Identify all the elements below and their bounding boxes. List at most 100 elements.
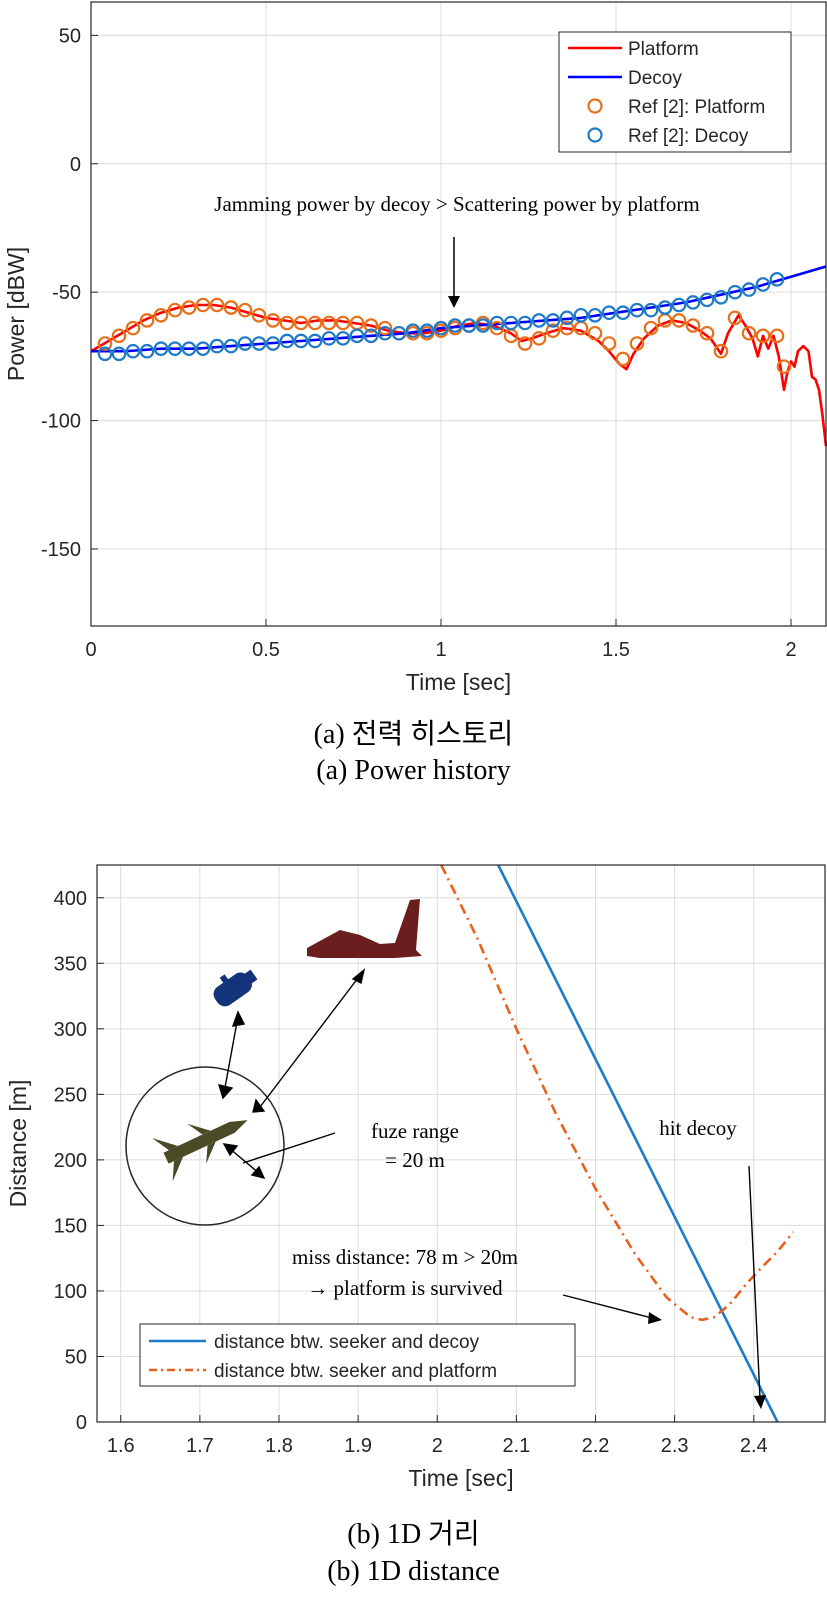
x-tick-label: 1.9 bbox=[344, 1435, 372, 1457]
data-point-series-3 bbox=[559, 310, 575, 326]
data-point-series-3 bbox=[153, 341, 169, 356]
legend-label-ref-platform: Ref [2]: Platform bbox=[628, 97, 765, 118]
y-tick-label: 0 bbox=[70, 154, 81, 176]
fuze-range-label: fuze range bbox=[371, 1119, 459, 1143]
data-point-series-3 bbox=[447, 318, 463, 333]
data-point-series-3 bbox=[755, 277, 771, 292]
data-point-series-3 bbox=[629, 302, 645, 318]
y-tick-label: 50 bbox=[65, 1346, 87, 1368]
y-tick-label: -50 bbox=[52, 282, 81, 304]
data-point-series-2 bbox=[727, 310, 743, 326]
data-point-series-2 bbox=[111, 328, 127, 344]
legend-swatch-ref-decoy bbox=[587, 127, 603, 143]
data-point-series-3 bbox=[125, 343, 141, 359]
platform-survived-label: → platform is survived bbox=[307, 1276, 503, 1300]
data-point-series-3 bbox=[377, 325, 393, 341]
data-point-series-3 bbox=[97, 346, 113, 362]
data-point-series-3 bbox=[615, 305, 631, 321]
data-point-series-3 bbox=[461, 318, 477, 333]
data-point-series-3 bbox=[237, 336, 253, 351]
y-tick-label: 350 bbox=[54, 953, 87, 975]
legend-box-a bbox=[558, 31, 792, 153]
y-tick-label: 300 bbox=[54, 1019, 87, 1041]
data-point-series-2 bbox=[517, 336, 533, 351]
arrow-head-decoy-lower bbox=[217, 1084, 234, 1100]
hit-decoy-arrow-head bbox=[754, 1395, 766, 1409]
axes-box-b bbox=[96, 864, 826, 1423]
x-tick-label: 2 bbox=[785, 639, 796, 661]
y-tick-label: 400 bbox=[54, 888, 87, 910]
arrow-seeker-to-platform bbox=[259, 977, 359, 1108]
x-tick-label: 1.7 bbox=[186, 1435, 214, 1457]
axes-box-a bbox=[90, 1, 827, 627]
x-tick-label: 2 bbox=[432, 1435, 443, 1457]
y-tick-label: -100 bbox=[41, 411, 81, 433]
x-tick-label: 0 bbox=[85, 639, 96, 661]
data-point-series-3 bbox=[587, 307, 603, 323]
legend-a: Platform Decoy Ref [2]: Platform Ref [2]… bbox=[558, 31, 792, 153]
data-point-series-3 bbox=[475, 318, 491, 333]
x-tick-label: 1 bbox=[435, 639, 446, 661]
data-point-series-3 bbox=[405, 323, 421, 338]
data-point-series-3 bbox=[769, 272, 785, 287]
legend-b: distance btw. seeker and decoy distance … bbox=[139, 1323, 576, 1387]
x-axis-label-a: Time [sec] bbox=[406, 669, 511, 695]
miss-distance-arrow-head bbox=[648, 1312, 662, 1324]
arrow-head-platform-upper bbox=[351, 968, 366, 985]
miss-distance-label: miss distance: 78 m > 20m bbox=[292, 1245, 518, 1269]
ticks-b: 1.6 1.7 1.8 1.9 2 2.1 2.2 2.3 2.4 0 50 100 150 200 250… bbox=[54, 888, 768, 1457]
data-point-series-3 bbox=[321, 331, 337, 346]
data-point-series-2 bbox=[293, 315, 309, 331]
series-line-series-0 bbox=[497, 864, 779, 1423]
data-point-series-2 bbox=[531, 331, 547, 346]
data-point-series-2 bbox=[335, 315, 351, 331]
seeker-missile-icon bbox=[152, 1120, 248, 1182]
data-point-series-3 bbox=[741, 282, 757, 297]
data-point-series-3 bbox=[699, 292, 715, 308]
data-point-series-2 bbox=[601, 336, 617, 351]
data-point-series-2 bbox=[237, 302, 253, 318]
x-axis-label-b: Time [sec] bbox=[408, 1465, 513, 1491]
y-tick-label: 0 bbox=[76, 1412, 87, 1434]
data-point-series-3 bbox=[181, 341, 197, 356]
data-point-series-3 bbox=[727, 284, 743, 300]
miss-distance-arrow-shaft bbox=[562, 1294, 653, 1319]
data-point-series-2 bbox=[615, 351, 631, 367]
data-point-series-2 bbox=[769, 328, 785, 344]
data-point-series-3 bbox=[265, 336, 281, 351]
engagement-illustration: fuze range = 20 m bbox=[125, 899, 459, 1226]
decoy-icon bbox=[213, 969, 258, 1007]
data-point-series-3 bbox=[713, 290, 729, 305]
data-point-series-2 bbox=[559, 320, 575, 336]
data-point-series-3 bbox=[363, 328, 379, 344]
data-point-series-2 bbox=[755, 328, 771, 344]
y-axis-label-b: Distance [m] bbox=[5, 1080, 31, 1208]
data-point-series-3 bbox=[167, 341, 183, 356]
data-point-series-3 bbox=[139, 343, 155, 359]
data-point-series-2 bbox=[587, 325, 603, 341]
x-tick-label: 2.2 bbox=[582, 1435, 610, 1457]
data-point-series-2 bbox=[377, 320, 393, 336]
arrow-fuze-radius bbox=[228, 1147, 261, 1175]
arrow-head-platform-lower bbox=[252, 1098, 266, 1113]
data-point-series-3 bbox=[307, 333, 323, 349]
y-tick-label: -150 bbox=[41, 539, 81, 561]
x-tick-label: 2.4 bbox=[740, 1435, 768, 1457]
ticks-a: 0 0.5 1 1.5 2 50 0 -50 -100 -150 bbox=[41, 25, 797, 661]
data-point-series-2 bbox=[181, 300, 197, 315]
legend-label-ref-decoy: Ref [2]: Decoy bbox=[628, 126, 749, 147]
data-point-series-3 bbox=[545, 313, 561, 328]
x-tick-label: 1.8 bbox=[265, 1435, 293, 1457]
data-point-series-3 bbox=[503, 315, 519, 331]
distance-chart: 1.6 1.7 1.8 1.9 2 2.1 2.2 2.3 2.4 0 50 100 150 200 250… bbox=[5, 864, 826, 1491]
data-point-series-3 bbox=[335, 331, 351, 346]
series-line-series-1 bbox=[91, 265, 827, 353]
data-point-series-2 bbox=[167, 302, 183, 318]
data-point-series-2 bbox=[699, 325, 715, 341]
arrow-seeker-to-decoy bbox=[223, 1021, 238, 1094]
y-tick-label: 200 bbox=[54, 1150, 87, 1172]
legend-label-platform: Platform bbox=[628, 39, 699, 60]
data-point-series-3 bbox=[489, 315, 505, 331]
data-point-series-3 bbox=[643, 302, 659, 318]
